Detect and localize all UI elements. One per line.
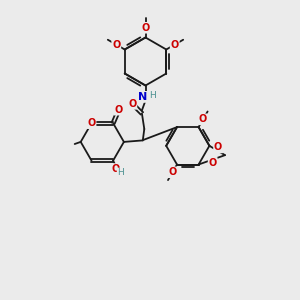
Text: O: O	[87, 118, 96, 128]
Text: O: O	[128, 99, 136, 109]
Text: O: O	[214, 142, 222, 152]
Text: O: O	[112, 40, 120, 50]
Text: N: N	[138, 92, 147, 102]
Text: O: O	[114, 105, 123, 115]
Text: O: O	[141, 23, 150, 33]
Text: O: O	[208, 158, 217, 168]
Text: O: O	[168, 167, 177, 177]
Text: O: O	[171, 40, 179, 50]
Text: H: H	[118, 168, 124, 177]
Text: O: O	[199, 114, 207, 124]
Text: O: O	[112, 164, 120, 174]
Text: H: H	[149, 92, 155, 100]
